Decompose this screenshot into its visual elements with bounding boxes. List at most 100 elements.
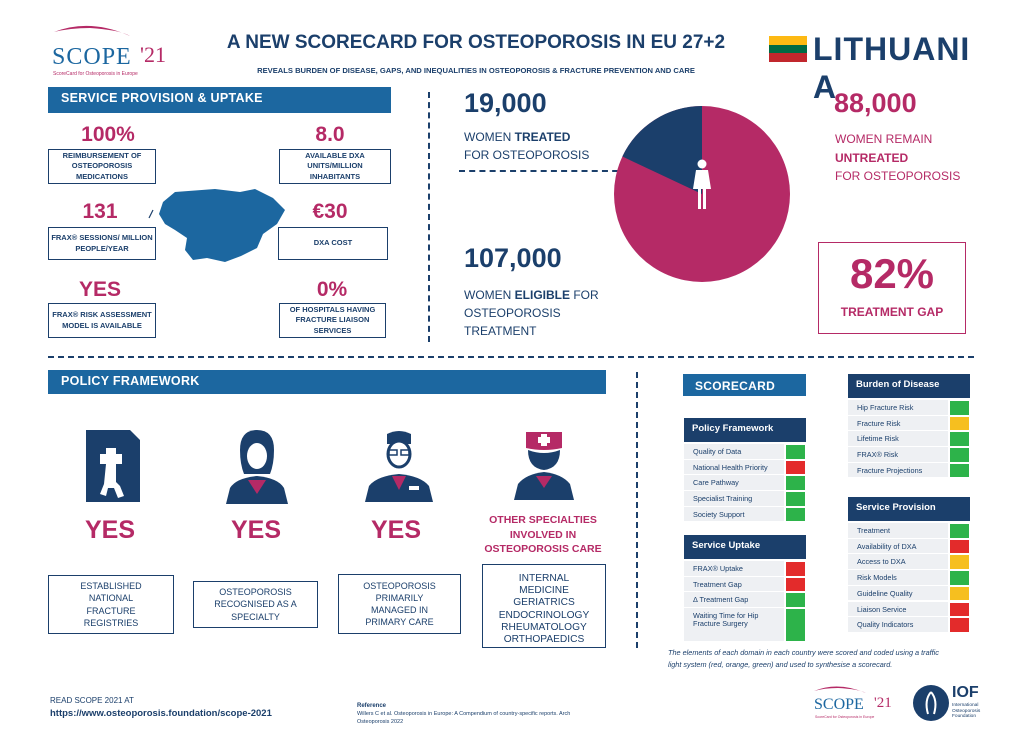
section-divider	[48, 356, 974, 358]
treatment-gap-box: 82% TREATMENT GAP	[818, 242, 966, 334]
traffic-light-green	[949, 523, 970, 539]
registries-value: YES	[84, 516, 136, 544]
traffic-light-green	[785, 506, 806, 523]
scorecard-provision-title: Service Provision	[848, 497, 970, 521]
traffic-light-green	[949, 462, 970, 479]
scope-logo-footer: SCOPE '21 ScoreCard for Osteoporosis in …	[812, 684, 902, 724]
page-title: A NEW SCORECARD FOR OSTEOPOROSIS IN EU 2…	[226, 32, 726, 53]
untreated-value: 88,000	[834, 88, 917, 118]
traffic-light-red	[949, 617, 970, 633]
treated-label-bold: TREATED	[514, 130, 571, 144]
policy-framework-banner: POLICY FRAMEWORK	[48, 370, 606, 394]
scope-logo: SCOPE '21 ScoreCard for Osteoporosis in …	[50, 22, 180, 80]
logo-subtitle: ScoreCard for Osteoporosis in Europe	[53, 71, 138, 77]
specialty-item: ENDOCRINOLOGY	[498, 609, 590, 621]
read-label: READ SCOPE 2021 AT	[50, 696, 134, 705]
reimbursement-value: 100%	[81, 123, 135, 146]
traffic-light-green	[785, 491, 806, 507]
untreated-line3: FOR OSTEOPOROSIS	[835, 169, 961, 184]
treated-label: WOMEN TREATED FOR OSTEOPOROSIS	[464, 128, 589, 164]
treated-value: 19,000	[464, 88, 547, 118]
primary-care-label: OSTEOPOROSIS PRIMARILY MANAGED IN PRIMAR…	[338, 574, 461, 634]
treatment-divider	[459, 170, 659, 172]
logo-year: '21	[874, 695, 892, 711]
scorecard-row: Guideline Quality	[848, 585, 948, 601]
traffic-light-orange	[949, 415, 970, 432]
male-doctor-icon	[365, 431, 433, 502]
iof-subtitle: International Osteoporosis Foundation	[952, 703, 981, 720]
eligible-label-pre: WOMEN	[464, 288, 515, 302]
iof-emblem-icon	[913, 685, 949, 721]
specialty-item: ORTHOPAEDICS	[503, 634, 585, 646]
scorecard-row: Treatment	[848, 523, 948, 538]
frax-model-label: FRAX® RISK ASSESSMENT MODEL IS AVAILABLE	[48, 303, 156, 338]
traffic-light-orange	[949, 585, 970, 602]
eligible-label-line2: OSTEOPOROSIS	[464, 306, 561, 320]
traffic-light-green	[785, 592, 806, 609]
frax-sessions-value: 131	[82, 200, 118, 223]
country-name: LITHUANIA	[813, 31, 971, 106]
traffic-light-green	[949, 400, 970, 416]
scorecard-row: FRAX® Uptake	[684, 561, 784, 576]
scorecard-row: Risk Models	[848, 570, 948, 585]
scorecard-note: The elements of each domain in each coun…	[668, 648, 939, 669]
untreated-line2: UNTREATED	[835, 150, 909, 165]
eligible-value: 107,000	[464, 243, 562, 273]
scorecard-row: Δ Treatment Gap	[684, 592, 784, 608]
eligible-label-bold: ELIGIBLE	[514, 288, 571, 302]
scorecard-row: Access to DXA	[848, 554, 948, 570]
traffic-light-red	[949, 601, 970, 618]
woman-icon	[693, 159, 711, 209]
nurse-icon	[514, 432, 574, 500]
primary-care-value: YES	[370, 516, 422, 544]
dxa-cost-label: DXA COST	[278, 227, 388, 260]
scorecard-row: Availability of DXA	[848, 538, 948, 554]
female-doctor-icon	[226, 430, 288, 504]
specialty-item: RHEUMATOLOGY	[501, 621, 587, 633]
traffic-light-green	[785, 475, 806, 492]
scorecard-uptake-title: Service Uptake	[684, 535, 806, 559]
scope-link[interactable]: https://www.osteoporosis.foundation/scop…	[50, 708, 272, 719]
scorecard-row: Liaison Service	[848, 601, 948, 617]
traffic-light-red	[785, 561, 806, 577]
treated-label-line2: FOR OSTEOPOROSIS	[464, 148, 590, 162]
other-specialties-title: OTHER SPECIALTIES INVOLVED IN OSTEOPOROS…	[484, 514, 602, 556]
pie-treated-slice	[622, 106, 702, 194]
traffic-light-orange	[949, 554, 970, 571]
eligible-label-post: FOR	[570, 288, 599, 302]
scorecard-row: Fracture Risk	[848, 415, 948, 431]
specialty-value: YES	[230, 516, 282, 544]
treatment-pie	[614, 106, 790, 282]
logo-text: SCOPE	[52, 44, 132, 70]
logo-subtitle: ScoreCard for Osteoporosis in Europe	[815, 715, 875, 719]
scorecard-row: Specialist Training	[684, 491, 784, 506]
scorecard-burden-title: Burden of Disease	[848, 374, 970, 398]
traffic-light-green	[949, 431, 970, 448]
treated-label-pre: WOMEN	[464, 130, 515, 144]
eligible-label: WOMEN ELIGIBLE FOR OSTEOPOROSIS TREATMEN…	[464, 286, 599, 340]
lithuania-flag	[769, 36, 807, 62]
vertical-divider-top	[428, 92, 430, 342]
xray-bone-icon	[86, 430, 140, 502]
scorecard-policy-title: Policy Framework	[684, 418, 806, 442]
reference-title: Reference	[357, 703, 387, 709]
treatment-gap-label: TREATMENT GAP	[840, 305, 944, 319]
specialty-label: OSTEOPOROSIS RECOGNISED AS A SPECIALTY	[193, 581, 318, 628]
logo-swoosh-icon	[54, 25, 130, 36]
scorecard-row: Quality of Data	[684, 444, 784, 459]
traffic-light-red	[785, 459, 806, 476]
logo-swoosh-icon	[814, 686, 866, 693]
reference-text: Willers C et al. Osteoporosis in Europe:…	[357, 711, 571, 725]
scorecard-row: Fracture Projections	[848, 462, 948, 478]
frax-model-value: YES	[78, 278, 122, 301]
logo-year: '21	[140, 42, 166, 67]
scorecard-row: Quality Indicators	[848, 617, 948, 632]
traffic-light-green	[785, 608, 806, 643]
fls-label: OF HOSPITALS HAVING FRACTURE LIAISON SER…	[279, 303, 386, 338]
traffic-light-red	[785, 576, 806, 593]
scorecard-row: Treatment Gap	[684, 576, 784, 592]
fls-value: 0%	[316, 278, 348, 301]
eligible-label-line3: TREATMENT	[464, 324, 537, 338]
dxa-units-value: 8.0	[315, 123, 345, 146]
reimbursement-label: REIMBURSEMENT OF OSTEOPOROSIS MEDICATION…	[48, 149, 156, 184]
